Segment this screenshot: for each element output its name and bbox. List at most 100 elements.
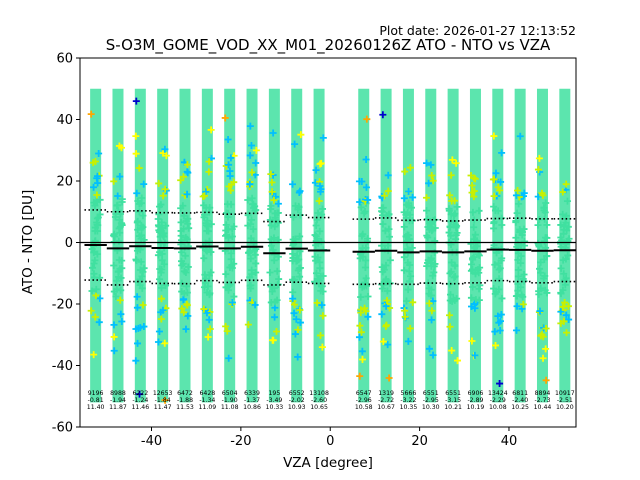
- data-point: [267, 221, 275, 229]
- data-point: [271, 223, 279, 231]
- data-point: [512, 218, 520, 226]
- data-point: [227, 200, 235, 208]
- data-point: [518, 305, 526, 313]
- data-point: [248, 194, 256, 202]
- data-point: [139, 301, 147, 309]
- data-point: [202, 246, 210, 254]
- data-point: [378, 242, 386, 250]
- data-point: [491, 290, 499, 298]
- data-point: [470, 193, 478, 201]
- data-point: [289, 295, 297, 303]
- data-point: [356, 372, 364, 380]
- data-point: [252, 159, 260, 167]
- data-point: [296, 232, 304, 240]
- data-point: [178, 305, 186, 313]
- bin-mean-label: -1.37: [244, 397, 260, 404]
- data-point: [468, 260, 476, 268]
- data-point: [89, 264, 97, 272]
- data-point: [136, 390, 144, 398]
- data-point: [405, 235, 413, 243]
- density-band: [224, 88, 236, 403]
- data-point: [448, 347, 456, 355]
- data-point: [562, 274, 570, 282]
- bin-sd-label: 10.19: [467, 404, 485, 411]
- data-point: [513, 209, 521, 217]
- data-point: [291, 235, 299, 243]
- data-point: [138, 194, 146, 202]
- data-point: [469, 208, 477, 216]
- density-band: [358, 88, 370, 403]
- bin-sd-label: 10.86: [243, 404, 261, 411]
- bin-count-label: 6222: [132, 390, 148, 397]
- data-point: [401, 168, 409, 176]
- data-point: [181, 243, 189, 251]
- x-tick-label: -20: [230, 434, 251, 449]
- data-point: [270, 196, 278, 204]
- data-point: [403, 231, 411, 239]
- data-point: [429, 272, 437, 280]
- data-point: [117, 310, 125, 318]
- data-point: [162, 187, 170, 195]
- data-point: [318, 343, 326, 351]
- data-point: [313, 275, 321, 283]
- data-point: [535, 243, 543, 251]
- bin-count-label: 6551: [423, 390, 439, 397]
- data-point: [429, 177, 437, 185]
- data-point: [316, 264, 324, 272]
- data-point: [431, 249, 439, 257]
- data-point: [316, 182, 324, 190]
- bin-sd-label: 11.08: [221, 404, 239, 411]
- data-point: [560, 222, 568, 230]
- data-point: [205, 237, 213, 245]
- data-point: [177, 176, 185, 184]
- data-point: [355, 177, 363, 185]
- bin-statistics: 9196-0.8111.408988-1.9411.876222-1.2411.…: [87, 390, 575, 411]
- data-point: [91, 256, 99, 264]
- data-point: [230, 178, 238, 186]
- bin-mean-label: -1.90: [222, 397, 238, 404]
- bin-mean-label: -2.72: [378, 397, 394, 404]
- data-point: [92, 291, 100, 299]
- data-point: [311, 231, 319, 239]
- data-point: [384, 242, 392, 250]
- data-point: [180, 308, 188, 316]
- data-point: [266, 216, 274, 224]
- data-point: [475, 252, 483, 260]
- data-point: [179, 202, 187, 210]
- data-point: [91, 313, 99, 321]
- data-point: [423, 159, 431, 167]
- data-point: [446, 191, 454, 199]
- bin-mean-label: -2.73: [534, 397, 550, 404]
- data-point: [454, 357, 462, 365]
- data-point: [267, 235, 275, 243]
- data-point: [521, 242, 529, 250]
- data-point: [294, 326, 302, 334]
- data-point: [383, 287, 391, 295]
- data-point: [177, 257, 185, 265]
- data-point: [159, 306, 167, 314]
- data-point: [431, 237, 439, 245]
- data-point: [318, 301, 326, 309]
- data-point: [514, 186, 522, 194]
- data-point: [244, 211, 252, 219]
- data-point: [291, 330, 299, 338]
- data-point: [296, 306, 304, 314]
- data-point: [205, 158, 213, 166]
- data-point: [274, 253, 282, 261]
- data-point: [93, 172, 101, 180]
- density-band: [425, 88, 437, 403]
- data-point: [467, 294, 475, 302]
- data-point: [381, 192, 389, 200]
- data-point: [557, 264, 565, 272]
- data-point: [158, 256, 166, 264]
- data-point: [453, 203, 461, 211]
- data-point: [541, 208, 549, 216]
- data-point: [492, 169, 500, 177]
- data-point: [557, 308, 565, 316]
- bin-mean-label: -2.60: [311, 397, 327, 404]
- data-point: [517, 252, 525, 260]
- bin-mean-label: -2.96: [356, 397, 372, 404]
- data-point: [159, 192, 167, 200]
- data-point: [447, 210, 455, 218]
- data-point: [157, 315, 165, 323]
